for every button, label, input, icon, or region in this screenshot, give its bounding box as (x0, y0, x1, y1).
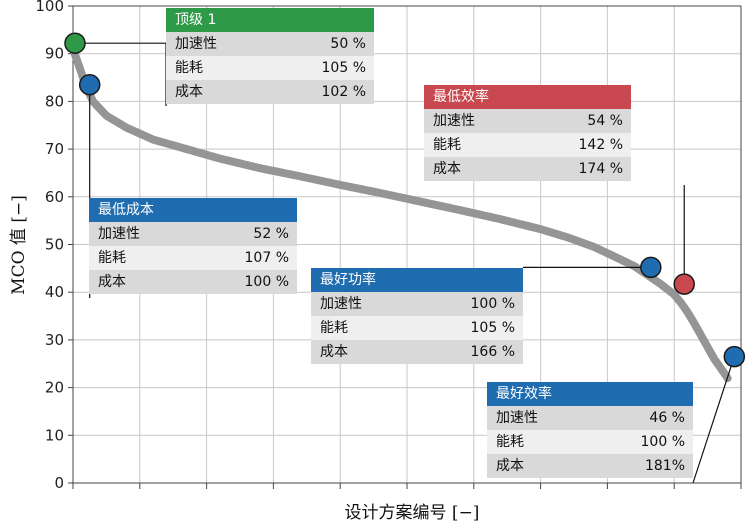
info-row: 加速性 50 % (166, 32, 374, 56)
info-box-title: 最好功率 (311, 268, 523, 292)
row-label: 能耗 (433, 137, 461, 153)
row-value: 100 % (640, 434, 685, 450)
y-tick-label: 30 (45, 331, 64, 349)
row-label: 成本 (98, 274, 126, 290)
connector-line (692, 356, 735, 484)
info-box-best-power: 最好功率 加速性 100 % 能耗 105 % 成本 166 % (311, 268, 523, 364)
info-row: 加速性 100 % (311, 292, 523, 316)
info-box-title: 最低效率 (424, 85, 631, 109)
y-tick-label: 60 (45, 188, 64, 206)
row-value: 52 % (253, 226, 289, 242)
info-box-lowest-cost: 最低成本 加速性 52 % 能耗 107 % 成本 100 % (89, 198, 297, 294)
info-box-top1: 顶级 1 加速性 50 % 能耗 105 % 成本 102 % (166, 8, 374, 104)
row-value: 100 % (244, 274, 289, 290)
y-tick-label: 80 (45, 92, 64, 110)
info-row: 成本 174 % (424, 157, 631, 181)
row-label: 能耗 (496, 434, 524, 450)
info-row: 加速性 54 % (424, 109, 631, 133)
row-label: 成本 (320, 344, 348, 360)
plot-frame (72, 5, 742, 484)
row-value: 181% (644, 458, 685, 474)
info-box-best-efficiency: 最好效率 加速性 46 % 能耗 100 % 成本 181% (487, 382, 693, 478)
info-row: 成本 181% (487, 454, 693, 478)
y-tick-label: 40 (45, 283, 64, 301)
info-row: 能耗 105 % (166, 56, 374, 80)
info-row: 能耗 142 % (424, 133, 631, 157)
info-row: 成本 100 % (89, 270, 297, 294)
row-label: 能耗 (98, 250, 126, 266)
info-box-title: 最低成本 (89, 198, 297, 222)
row-label: 成本 (496, 458, 524, 474)
row-value: 142 % (578, 137, 623, 153)
mco-curve (69, 44, 732, 383)
row-label: 加速性 (175, 36, 217, 52)
row-value: 46 % (649, 410, 685, 426)
y-tick-label: 100 (35, 0, 64, 15)
row-value: 105 % (321, 60, 366, 76)
row-value: 54 % (587, 113, 623, 129)
y-tick-labels: 0 10 20 30 40 50 60 70 80 90 100 (35, 0, 64, 492)
row-value: 174 % (578, 161, 623, 177)
row-label: 成本 (175, 84, 203, 100)
y-tick-label: 0 (54, 474, 64, 492)
info-row: 加速性 52 % (89, 222, 297, 246)
row-label: 能耗 (175, 60, 203, 76)
curve-band (69, 44, 732, 383)
row-value: 107 % (244, 250, 289, 266)
y-axis-title: MCO 值 [−] (9, 195, 29, 295)
info-row: 成本 102 % (166, 80, 374, 104)
info-box-title: 顶级 1 (166, 8, 374, 32)
info-row: 成本 166 % (311, 340, 523, 364)
row-value: 50 % (330, 36, 366, 52)
row-value: 105 % (470, 320, 515, 336)
info-box-lowest-efficiency: 最低效率 加速性 54 % 能耗 142 % 成本 174 % (424, 85, 631, 181)
y-tick-label: 50 (45, 236, 64, 254)
row-label: 加速性 (98, 226, 140, 242)
y-tick-label: 90 (45, 45, 64, 63)
info-row: 能耗 100 % (487, 430, 693, 454)
row-label: 加速性 (496, 410, 538, 426)
row-value: 102 % (321, 84, 366, 100)
row-label: 能耗 (320, 320, 348, 336)
info-row: 加速性 46 % (487, 406, 693, 430)
row-label: 加速性 (320, 296, 362, 312)
row-value: 166 % (470, 344, 515, 360)
info-box-title: 最好效率 (487, 382, 693, 406)
x-axis-title: 设计方案编号 [−] (345, 503, 480, 523)
row-value: 100 % (470, 296, 515, 312)
row-label: 成本 (433, 161, 461, 177)
y-tick-label: 20 (45, 379, 64, 397)
info-row: 能耗 105 % (311, 316, 523, 340)
info-row: 能耗 107 % (89, 246, 297, 270)
y-tick-label: 10 (45, 426, 64, 444)
y-tick-label: 70 (45, 140, 64, 158)
row-label: 加速性 (433, 113, 475, 129)
